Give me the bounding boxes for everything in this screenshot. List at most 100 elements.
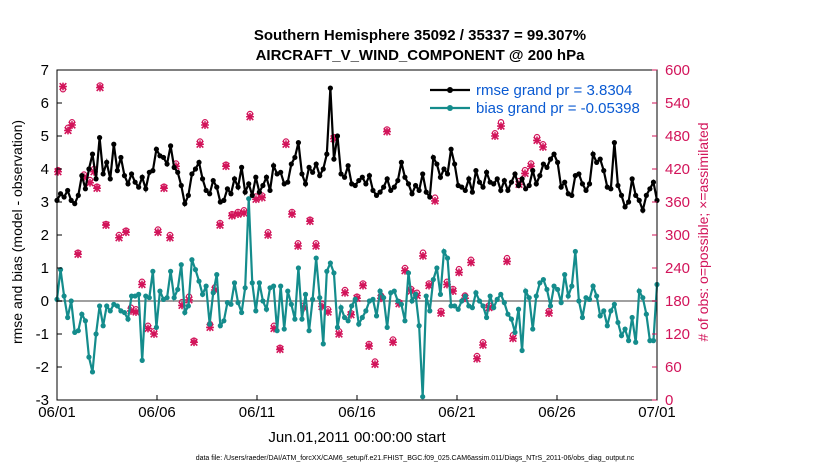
obs-assimilated-point xyxy=(545,309,553,317)
bias-point xyxy=(153,324,160,330)
bias-point xyxy=(168,268,174,274)
bias-point xyxy=(93,331,99,337)
rmse-point xyxy=(537,173,543,179)
rmse-point xyxy=(398,159,404,165)
rmse-point xyxy=(423,189,429,195)
rmse-point xyxy=(93,176,99,182)
bias-point xyxy=(292,316,298,322)
rmse-point xyxy=(242,189,248,195)
rmse-point xyxy=(480,184,486,190)
rmse-point xyxy=(647,186,653,192)
rmse-point xyxy=(253,174,259,180)
rmse-point xyxy=(86,166,92,172)
bias-point xyxy=(313,255,319,261)
rmse-point xyxy=(299,171,305,177)
rmse-point xyxy=(306,164,312,170)
rmse-point xyxy=(231,176,238,182)
obs-assimilated-point xyxy=(359,281,367,290)
rmse-point xyxy=(210,177,216,184)
bias-point xyxy=(100,323,106,329)
bias-point xyxy=(327,260,333,266)
obs-assimilated-point xyxy=(473,354,481,363)
bias-point xyxy=(586,296,593,302)
bias-point xyxy=(544,286,550,293)
rmse-point xyxy=(562,179,568,185)
obs-assimilated-point xyxy=(467,258,475,267)
rmse-point xyxy=(359,174,365,180)
bias-point xyxy=(381,295,387,301)
obs-assimilated-point xyxy=(288,210,296,218)
obs-assimilated-point xyxy=(80,173,88,182)
rmse-point xyxy=(320,166,326,172)
rmse-point xyxy=(132,179,138,185)
rmse-point xyxy=(498,187,504,194)
bias-point xyxy=(430,276,436,283)
y-right-tick-label: 300 xyxy=(665,227,690,244)
rmse-point xyxy=(68,197,74,203)
y-left-tick-label: 5 xyxy=(41,128,49,145)
rmse-point xyxy=(114,168,120,174)
obs-assimilated-point xyxy=(479,341,487,349)
bias-point xyxy=(515,306,522,312)
bias-point xyxy=(423,293,429,299)
bias-point xyxy=(228,301,234,307)
bias-point xyxy=(640,295,646,301)
y-left-tick-label: 1 xyxy=(41,260,49,277)
rmse-point xyxy=(178,182,184,189)
obs-assimilated-point xyxy=(206,323,214,332)
rmse-point xyxy=(121,173,128,179)
bias-point xyxy=(512,329,518,335)
x-axis-label: Jun.01,2011 00:00:00 start xyxy=(268,429,446,446)
chart-title-line1: Southern Hemisphere 35092 / 35337 = 99.3… xyxy=(254,27,586,44)
obs-assimilated-point xyxy=(234,210,242,218)
rmse-point xyxy=(97,135,103,141)
bias-point xyxy=(629,314,635,321)
rmse-point xyxy=(601,168,607,174)
rmse-point xyxy=(75,192,81,198)
bias-point xyxy=(562,272,568,278)
obs-assimilated-point xyxy=(539,143,547,151)
x-tick-label: 06/01 xyxy=(38,404,76,421)
bias-point xyxy=(125,316,131,322)
bias-point xyxy=(565,293,571,299)
bias-point xyxy=(256,280,262,286)
bias-point xyxy=(636,288,642,294)
rmse-point xyxy=(61,194,67,200)
bias-point xyxy=(274,328,280,334)
bias-point xyxy=(359,314,365,321)
rmse-point xyxy=(295,140,302,146)
rmse-point xyxy=(483,169,490,175)
bias-point xyxy=(114,303,120,309)
rmse-point xyxy=(196,159,202,165)
y-right-tick-label: 240 xyxy=(665,260,690,277)
rmse-point xyxy=(185,192,191,198)
rmse-point xyxy=(57,191,64,197)
bias-point xyxy=(121,309,128,316)
rmse-point xyxy=(267,187,273,194)
obs-assimilated-point xyxy=(154,228,162,237)
bias-point xyxy=(476,298,483,304)
plot-frame xyxy=(56,69,658,401)
bias-point xyxy=(615,319,621,326)
rmse-point xyxy=(459,184,465,190)
y-left-tick-label: 4 xyxy=(41,161,49,178)
x-tick-label: 06/16 xyxy=(338,404,376,421)
rmse-point xyxy=(203,187,209,194)
rmse-point xyxy=(636,197,642,203)
obs-assimilated-point xyxy=(122,228,130,237)
bias-point xyxy=(320,341,326,347)
obs-assimilated-point xyxy=(54,167,62,176)
bias-point xyxy=(345,318,351,324)
bias-point xyxy=(473,290,479,296)
bias-point xyxy=(242,285,248,291)
bias-point xyxy=(487,293,493,299)
obs-assimilated-point xyxy=(521,169,529,178)
y-right-tick-label: 360 xyxy=(665,194,690,211)
rmse-point xyxy=(366,173,373,179)
bias-point xyxy=(61,293,67,299)
bias-point xyxy=(384,324,390,330)
bias-point xyxy=(462,293,468,299)
rmse-point xyxy=(625,199,632,205)
rmse-point xyxy=(594,159,600,165)
y-right-tick-label: 420 xyxy=(665,161,690,178)
